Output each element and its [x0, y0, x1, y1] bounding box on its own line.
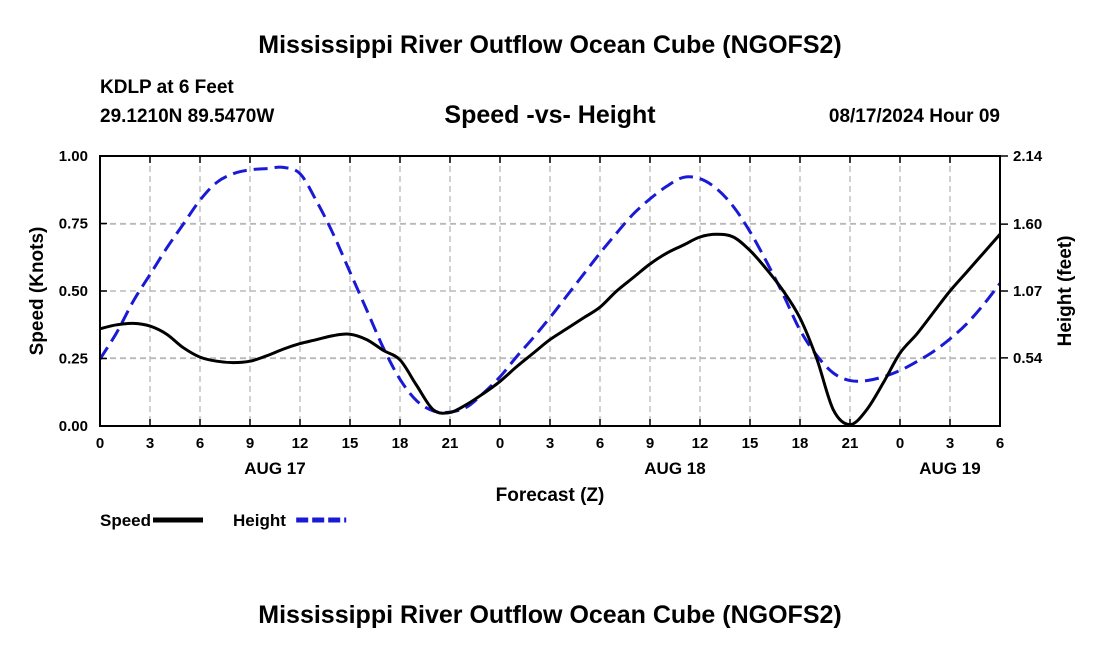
station-coords: 29.1210N 89.5470W	[100, 106, 275, 127]
x-tick-label: 3	[946, 435, 954, 452]
x-tick-label: 15	[742, 435, 759, 452]
y-tick-label: 0.50	[59, 283, 88, 300]
series-layer	[98, 165, 1002, 427]
y-tick-label: 0.25	[59, 351, 88, 368]
y-tick-label: 0.75	[59, 216, 88, 233]
x-tick-label: 9	[646, 435, 654, 452]
date-label: AUG 17	[244, 459, 305, 478]
x-tick-label: 21	[442, 435, 459, 452]
x-tick-label: 18	[792, 435, 809, 452]
legend-label-speed: Speed	[100, 511, 151, 530]
legend: Speed Height	[100, 511, 347, 530]
station-name: KDLP at 6 Feet	[100, 77, 234, 98]
axes: 0 3 6 9 12 15 18 21 0 3 6 9 12 15 18 21 0 3 6 0.00 0.25 0.50 0…	[27, 148, 1076, 506]
x-tick-label: 0	[496, 435, 504, 452]
main-title: Mississippi River Outflow Ocean Cube (NG…	[258, 31, 842, 59]
x-tick-label: 3	[146, 435, 154, 452]
y2-axis-label: Height (feet)	[1055, 236, 1076, 347]
y2-tick-label: 0.54	[1013, 350, 1043, 367]
x-tick-label: 9	[246, 435, 254, 452]
chart-subtitle: Speed -vs- Height	[444, 101, 656, 129]
x-tick-label: 6	[996, 435, 1004, 452]
y-tick-label: 0.00	[59, 418, 88, 435]
x-tick-label: 6	[596, 435, 604, 452]
date-label: AUG 19	[919, 459, 980, 478]
y-tick-label: 1.00	[59, 148, 88, 165]
x-tick-label: 21	[842, 435, 859, 452]
date-label: AUG 18	[644, 459, 705, 478]
height-series-line	[98, 165, 1002, 415]
legend-label-height: Height	[233, 511, 286, 530]
x-tick-label: 12	[292, 435, 309, 452]
x-tick-label: 0	[896, 435, 904, 452]
y2-tick-label: 2.14	[1013, 148, 1043, 165]
x-tick-label: 6	[196, 435, 204, 452]
y2-tick-label: 1.07	[1013, 283, 1042, 300]
footer-title: Mississippi River Outflow Ocean Cube (NG…	[258, 601, 842, 629]
grid-lines	[100, 156, 1000, 426]
forecast-time: 08/17/2024 Hour 09	[828, 106, 1000, 127]
x-tick-label: 3	[546, 435, 554, 452]
x-tick-label: 15	[342, 435, 359, 452]
y2-tick-label: 1.60	[1013, 216, 1042, 233]
x-tick-label: 18	[392, 435, 409, 452]
x-tick-label: 0	[96, 435, 104, 452]
y-axis-label: Speed (Knots)	[27, 227, 48, 356]
x-axis-label: Forecast (Z)	[496, 485, 605, 506]
x-tick-label: 12	[692, 435, 709, 452]
